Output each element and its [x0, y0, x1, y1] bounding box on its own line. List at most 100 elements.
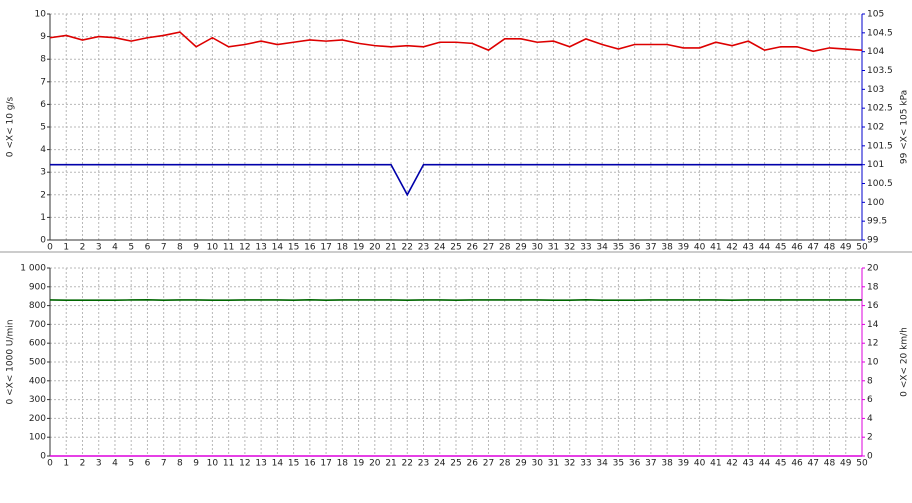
y2-axis-label: 0 <X< 20 km/h: [900, 327, 910, 397]
y-tick-label: 800: [29, 301, 46, 311]
x-tick-label: 24: [434, 459, 446, 469]
x-tick-label: 39: [678, 459, 690, 469]
x-tick-label: 4: [112, 243, 118, 253]
y-tick-label: 100: [29, 433, 46, 443]
y-tick-label: 5: [40, 123, 46, 133]
x-tick-label: 28: [499, 243, 511, 253]
y2-tick-label: 99.5: [867, 217, 887, 227]
y2-tick-label: 12: [867, 339, 878, 349]
y2-tick-label: 2: [867, 433, 873, 443]
x-tick-label: 16: [304, 243, 316, 253]
x-tick-label: 19: [353, 459, 365, 469]
x-tick-label: 32: [564, 243, 575, 253]
y-tick-label: 7: [40, 77, 46, 87]
x-tick-label: 45: [775, 459, 786, 469]
x-tick-label: 37: [645, 243, 656, 253]
x-tick-label: 0: [47, 459, 53, 469]
x-tick-label: 7: [161, 459, 167, 469]
x-tick-label: 5: [128, 243, 134, 253]
x-tick-label: 44: [759, 459, 771, 469]
y-tick-label: 0: [40, 236, 46, 246]
y2-tick-label: 20: [867, 264, 879, 274]
x-tick-label: 10: [207, 459, 219, 469]
y2-tick-label: 10: [867, 358, 879, 368]
x-tick-label: 35: [613, 459, 624, 469]
y-axis-label: 0 <X< 10 g/s: [6, 96, 16, 157]
y2-tick-label: 16: [867, 301, 879, 311]
x-tick-label: 0: [47, 243, 53, 253]
y2-axis-label: 99 <X< 105 kPa: [900, 90, 910, 164]
x-tick-label: 46: [791, 243, 803, 253]
y-tick-label: 2: [40, 190, 46, 200]
x-tick-label: 5: [128, 459, 134, 469]
x-tick-label: 26: [467, 243, 479, 253]
y2-tick-label: 6: [867, 395, 873, 405]
y2-tick-label: 100: [867, 198, 884, 208]
y2-tick-label: 103.5: [867, 66, 893, 76]
x-tick-label: 40: [694, 459, 706, 469]
x-tick-label: 34: [596, 243, 608, 253]
x-tick-label: 50: [856, 243, 868, 253]
y-axis-label: 0 <X< 1000 U/min: [6, 319, 16, 404]
x-tick-label: 47: [808, 243, 819, 253]
x-tick-label: 43: [743, 459, 754, 469]
x-tick-label: 46: [791, 459, 803, 469]
x-tick-label: 10: [207, 243, 219, 253]
x-tick-label: 9: [193, 459, 199, 469]
x-tick-label: 1: [63, 243, 69, 253]
x-tick-label: 24: [434, 243, 446, 253]
series-line: [50, 163, 862, 197]
x-tick-label: 49: [840, 459, 852, 469]
x-tick-label: 31: [548, 243, 559, 253]
x-tick-label: 27: [483, 243, 494, 253]
x-tick-label: 20: [369, 243, 381, 253]
y-tick-label: 300: [29, 395, 46, 405]
x-tick-label: 29: [515, 243, 527, 253]
y2-tick-label: 100.5: [867, 179, 893, 189]
x-tick-label: 17: [320, 459, 331, 469]
y2-tick-label: 101.5: [867, 141, 893, 151]
x-tick-label: 32: [564, 459, 575, 469]
x-tick-label: 28: [499, 459, 511, 469]
x-tick-label: 20: [369, 459, 381, 469]
y-tick-label: 8: [40, 55, 46, 65]
x-tick-label: 26: [467, 459, 479, 469]
x-tick-label: 40: [694, 243, 706, 253]
x-tick-label: 48: [824, 243, 836, 253]
y-tick-label: 400: [29, 376, 46, 386]
x-tick-label: 7: [161, 243, 167, 253]
y-tick-label: 700: [29, 320, 46, 330]
y2-tick-label: 8: [867, 376, 873, 386]
y-tick-label: 4: [40, 145, 46, 155]
x-tick-label: 13: [255, 459, 266, 469]
x-tick-label: 3: [96, 459, 102, 469]
x-tick-label: 38: [661, 459, 673, 469]
x-tick-label: 18: [337, 459, 349, 469]
x-tick-label: 33: [580, 243, 591, 253]
x-tick-label: 42: [726, 243, 737, 253]
y2-tick-label: 103: [867, 85, 884, 95]
x-tick-label: 12: [239, 243, 250, 253]
y2-tick-label: 4: [867, 414, 873, 424]
x-tick-label: 14: [272, 459, 284, 469]
y2-tick-label: 99: [867, 236, 879, 246]
x-tick-label: 4: [112, 459, 118, 469]
x-tick-label: 2: [80, 459, 86, 469]
y-tick-label: 9: [40, 32, 46, 42]
y-tick-label: 1 000: [20, 264, 46, 274]
x-tick-label: 8: [177, 459, 183, 469]
x-tick-label: 19: [353, 243, 365, 253]
y-tick-label: 3: [40, 168, 46, 178]
x-tick-label: 48: [824, 459, 836, 469]
x-tick-label: 25: [450, 243, 461, 253]
x-tick-label: 6: [145, 459, 151, 469]
x-tick-label: 12: [239, 459, 250, 469]
series-line: [49, 31, 863, 53]
x-tick-label: 15: [288, 243, 299, 253]
x-tick-label: 38: [661, 243, 673, 253]
x-tick-label: 13: [255, 243, 266, 253]
y-tick-label: 6: [40, 100, 46, 110]
y2-tick-label: 102: [867, 123, 884, 133]
x-tick-label: 37: [645, 459, 656, 469]
x-tick-label: 1: [63, 459, 69, 469]
